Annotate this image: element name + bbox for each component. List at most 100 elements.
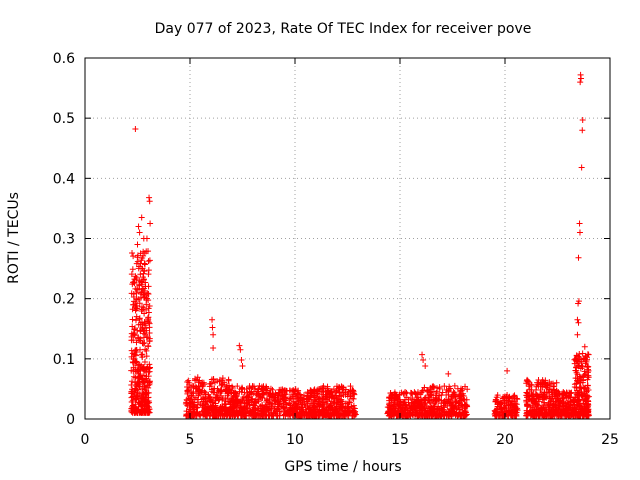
axis-tick-labels: 0 5 10 15 20 25 0 0.1 0.2 0.3 0.4 0.5 0.6 [53,51,619,448]
data-point [287,402,294,409]
data-point [210,376,217,383]
data-point [549,402,556,409]
data-point [298,408,305,415]
data-point [535,394,542,401]
data-point [438,409,445,416]
data-point [190,388,197,395]
data-point [431,384,438,391]
data-point [189,390,196,397]
data-point [194,374,201,381]
data-point [247,407,254,414]
data-point [264,406,271,413]
data-point [442,400,449,407]
data-point [316,403,323,410]
data-point [229,385,236,392]
data-point [401,390,408,397]
data-point [507,401,514,408]
data-point [307,393,314,400]
data-point [129,386,136,393]
data-point [387,402,394,409]
data-point [303,396,310,403]
data-point [351,409,358,416]
data-point [584,402,591,409]
data-point [293,410,300,417]
x-tick-label: 5 [186,432,195,448]
data-point [146,257,153,264]
data-point [186,403,193,410]
data-point [255,385,262,392]
data-point [461,411,468,418]
data-point [306,410,313,417]
data-point [210,331,217,338]
data-point [253,399,260,406]
data-point [332,409,339,416]
data-point [131,391,138,398]
data-point [535,407,542,414]
data-point [252,400,259,407]
data-point [187,412,194,419]
data-point [133,305,140,312]
y-tick-label: 0.5 [53,111,75,127]
data-point [451,382,458,389]
data-point [331,399,338,406]
data-point [129,378,136,385]
data-point [439,389,446,396]
data-point [307,404,314,411]
data-point [447,405,454,412]
data-point [130,337,137,344]
data-point [419,387,426,394]
data-point [145,258,152,265]
data-point [131,298,138,305]
data-point [138,406,145,413]
data-point [291,405,298,412]
data-point [237,346,244,353]
data-point [135,223,142,230]
data-point [214,385,221,392]
data-point [138,394,145,401]
data-point [243,386,250,393]
data-point [523,380,530,387]
data-point [137,346,144,353]
data-point [315,408,322,415]
data-point [142,346,149,353]
data-point [136,229,143,236]
data-point [418,397,425,404]
data-point [443,412,450,419]
data-point [577,79,584,86]
axis-ticks [84,57,611,420]
data-point [337,405,344,412]
data-point [133,289,140,296]
data-point [411,405,418,412]
data-point [145,248,152,255]
data-point [461,397,468,404]
data-point [524,409,531,416]
data-point [459,385,466,392]
data-point [136,316,143,323]
data-point [135,334,142,341]
data-point [207,394,214,401]
data-point [240,397,247,404]
data-point [141,310,148,317]
data-point [391,391,398,398]
data-point [140,294,147,301]
data-point [243,394,250,401]
data-point [583,354,590,361]
data-point [216,396,223,403]
data-point [295,387,302,394]
data-point [236,342,243,349]
data-point [541,395,548,402]
data-point [128,389,135,396]
data-point [226,382,233,389]
data-point [574,316,581,323]
data-point [139,389,146,396]
data-point [328,395,335,402]
data-point [196,389,203,396]
data-point [200,394,207,401]
data-point [129,316,136,323]
data-point [264,387,271,394]
data-point [131,409,138,416]
data-point [443,386,450,393]
data-point [320,406,327,413]
data-point [134,380,141,387]
data-point [137,290,144,297]
